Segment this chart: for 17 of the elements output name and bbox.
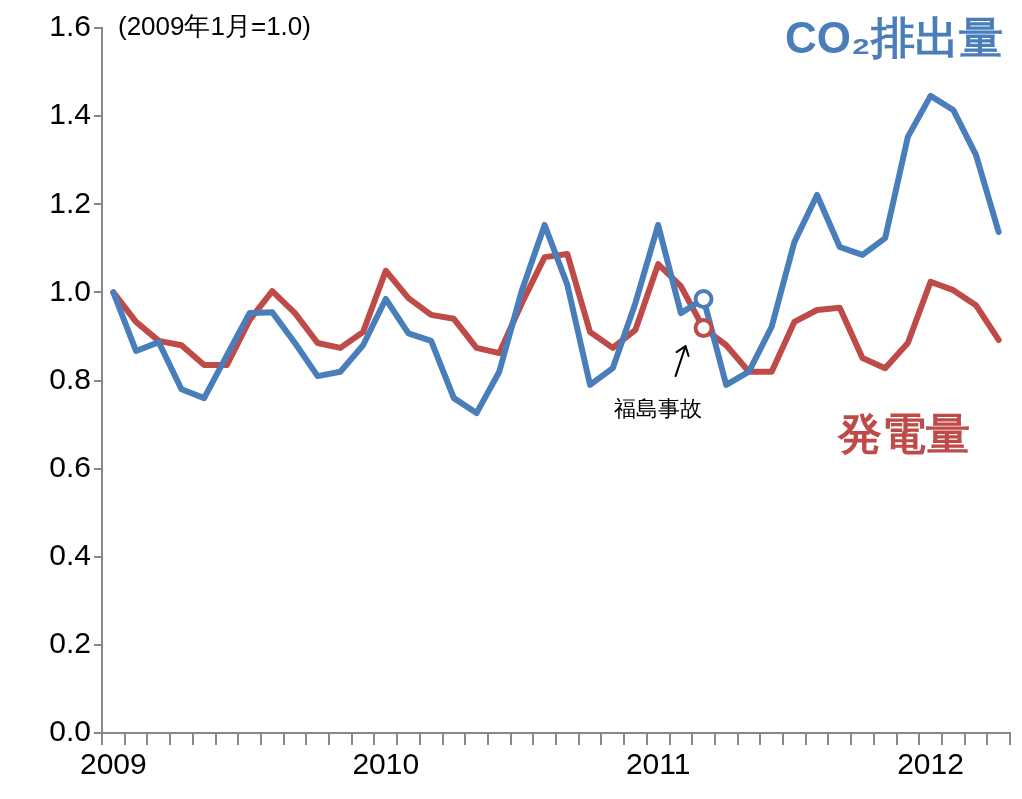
y-tick-label: 1.6 (49, 9, 91, 43)
annotation: (2009年1月=1.0) (118, 11, 311, 42)
y-tick-label: 0.2 (49, 626, 91, 660)
series-label: 発電量 (838, 409, 970, 459)
y-tick-label: 0.4 (49, 538, 91, 572)
y-tick-label: 0.0 (49, 714, 91, 748)
y-tick-label: 0.6 (49, 449, 91, 483)
annotation: 福島事故 (613, 396, 702, 422)
x-tick-label: 2011 (625, 747, 691, 781)
x-tick-label: 2012 (897, 747, 964, 781)
x-tick-label: 2010 (352, 747, 420, 781)
series-label: CO₂排出量 (785, 13, 1003, 63)
y-tick-label: 1.2 (49, 185, 91, 219)
y-tick-label: 1.4 (49, 97, 91, 131)
y-tick-label: 0.8 (49, 361, 91, 395)
y-tick-label: 1.0 (49, 273, 91, 307)
x-tick-label: 2009 (79, 747, 147, 781)
